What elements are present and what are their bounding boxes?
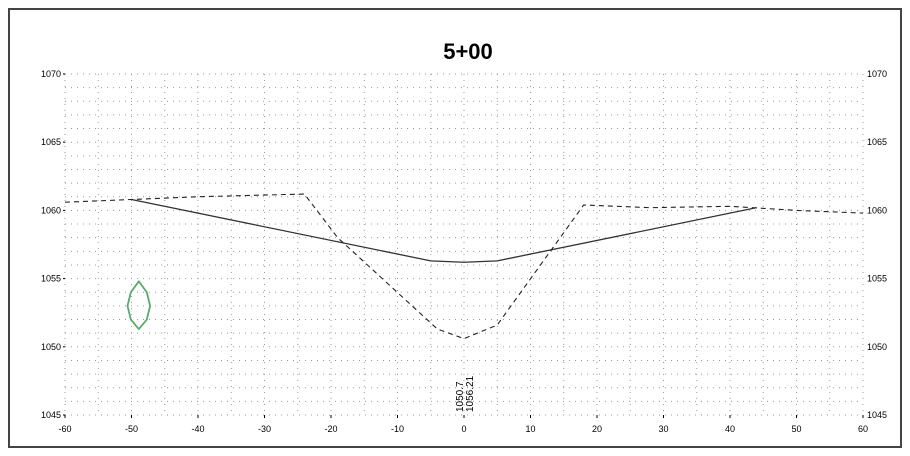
chart-frame: 5+00 1045 1050 1055 1060 1065 1070 1045 1050 10…: [8, 8, 902, 448]
x-tick-label: -30: [258, 424, 271, 434]
x-tick-label: -50: [125, 424, 138, 434]
x-tick-label: 60: [858, 424, 868, 434]
x-tick-label: -20: [324, 424, 337, 434]
y-tick-label-right: 1060: [867, 205, 887, 215]
y-tick-label-left: 1055: [41, 274, 61, 284]
y-axis-right: 1045 1050 1055 1060 1065 1070: [867, 69, 887, 420]
annotation-label: 1056.21: [465, 375, 476, 412]
x-tick-label: 40: [725, 424, 735, 434]
x-tick-label: 50: [791, 424, 801, 434]
y-tick-label-left: 1060: [41, 205, 61, 215]
series-solid-line: [131, 198, 757, 263]
x-axis: -60 -50 -40 -30 -20 -10 0 10 20 30 40 50 60: [58, 415, 868, 434]
y-tick-label-right: 1070: [867, 69, 887, 79]
y-axis-left: 1045 1050 1055 1060 1065 1070: [41, 69, 65, 420]
y-tick-label-left: 1065: [41, 137, 61, 147]
x-tick-label: 0: [461, 424, 466, 434]
series-layer: [64, 193, 864, 340]
x-tick-label: -60: [58, 424, 71, 434]
y-tick-label-left: 1045: [41, 410, 61, 420]
chart-title: 5+00: [443, 39, 493, 64]
y-tick-label-right: 1065: [867, 137, 887, 147]
y-tick-label-left: 1070: [41, 69, 61, 79]
y-tick-label-right: 1050: [867, 342, 887, 352]
x-tick-label: -40: [191, 424, 204, 434]
y-tick-label-left: 1050: [41, 342, 61, 352]
grid-layer: [64, 73, 864, 416]
x-tick-label: -10: [391, 424, 404, 434]
x-tick-label: 20: [592, 424, 602, 434]
annotation-label: 1050.7: [455, 381, 466, 412]
y-tick-label-right: 1045: [867, 410, 887, 420]
series-closed-shape: [126, 280, 152, 330]
annotation-layer: 1050.7 1056.21: [455, 375, 476, 412]
x-tick-label: 30: [658, 424, 668, 434]
x-tick-label: 10: [525, 424, 535, 434]
y-tick-label-right: 1055: [867, 274, 887, 284]
